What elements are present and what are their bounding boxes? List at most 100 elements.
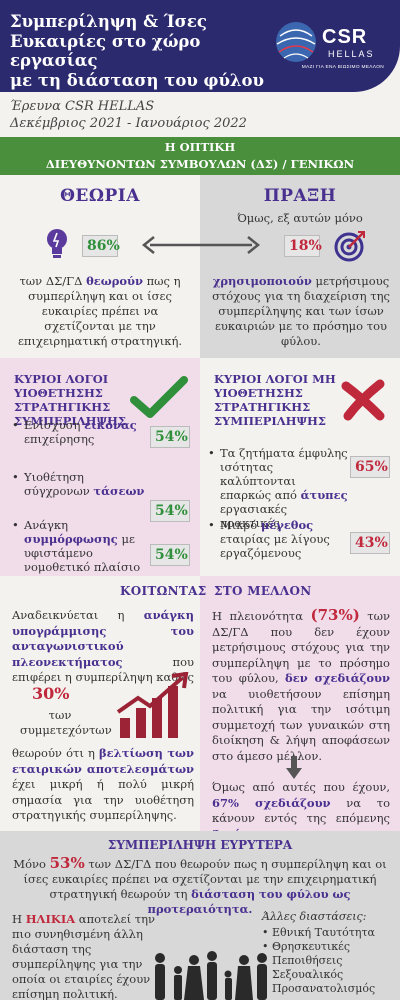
common-text2-post: έχει μικρή ή πολύ μικρή σημασία για την …	[12, 777, 194, 822]
practice-text: χρησιμοποιούν μετρήσιμους στόχους για τη…	[212, 274, 390, 349]
common-heading: ΚΟΙΤΩΝΤΑΣ	[120, 584, 207, 598]
common-text2-bold: βελτίωση των εταιρικών αποτελεσμάτων	[12, 746, 194, 776]
bullet: •	[12, 518, 19, 532]
list-item: • Ενίσχυση εικόνας επιχείρησης 54%	[12, 418, 198, 458]
common-panel	[0, 576, 200, 831]
future-text-post: να υιοθετήσουν επίσημη πολιτική για την …	[212, 686, 390, 763]
theory-text-bold: θεωρούν	[86, 274, 143, 288]
logo-text: CSR	[322, 26, 368, 48]
future-text2-pre: Όμως από αυτές που έχουν,	[212, 780, 390, 794]
age-text-post: αποτελεί την πιο συνηθισμένη άλλη διάστα…	[12, 912, 156, 1000]
age-text: Η ΗΛΙΚΙΑ αποτελεί την πιο συνηθισμένη άλ…	[12, 912, 168, 1000]
item-percent: 43%	[350, 532, 390, 554]
bullet: •	[12, 418, 19, 432]
item-text: Ενίσχυση εικόνας επιχείρησης	[24, 418, 148, 446]
item-text-pre: Τα ζητήματα έμφυλης ισότητας καλύπτονται…	[220, 446, 348, 502]
list-item: •Σεξουαλικός Προσανατολισμός	[262, 968, 398, 996]
item-text: Θρησκευτικές Πεποιθήσεις	[272, 940, 350, 967]
item-text-bold: εικόνας	[84, 418, 137, 432]
item-text: Εθνική Ταυτότητα	[272, 926, 375, 939]
wider-inclusion-text: Μόνο 53% των ΔΣ/ΓΔ που θεωρούν πως η συμ…	[10, 856, 390, 917]
reasons-not-heading: ΚΥΡΙΟΙ ΛΟΓΟΙ ΜΗ ΥΙΟΘΕΤΗΣΗΣ ΣΤΡΑΤΗΓΙΚΗΣ Σ…	[214, 372, 336, 428]
bullet: •	[208, 446, 215, 460]
item-text-bold: συμμόρφωσης	[24, 532, 118, 546]
future-text-pre: Η πλειονότητα	[212, 609, 311, 623]
practice-text-bold: χρησιμοποιούν	[212, 274, 312, 288]
list-item: • Ανάγκη συμμόρφωσης με υφιστάμενο νομοθ…	[12, 518, 198, 574]
other-dimensions-list: • Εθνική Ταυτότητα • Θρησκευτικές Πεποιθήσ…	[262, 926, 398, 996]
theory-text-pre: των ΔΣ/ΓΔ	[19, 274, 87, 288]
theory-panel	[0, 175, 200, 358]
wider-text-pre: Μόνο	[13, 857, 50, 871]
item-text: Ανάγκη συμμόρφωσης με υφιστάμενο νομοθετ…	[24, 518, 152, 574]
bullet: •	[12, 470, 19, 484]
theory-text: των ΔΣ/ΓΔ θεωρούν πως η συμπερίληψη και …	[14, 274, 186, 349]
item-text-post: επιχείρησης	[24, 432, 95, 446]
survey-dates: Δεκέμβριος 2021 - Ιανουάριος 2022	[10, 116, 247, 131]
item-text-post: εργασιακές πρακτικές	[220, 502, 288, 530]
cross-icon	[341, 379, 385, 421]
page-title: Συμπερίληψη & Ίσες Ευκαιρίες στο χώρο ερ…	[10, 12, 272, 90]
future-panel	[200, 576, 400, 831]
future-text2: Όμως από αυτές που έχουν, 67% σχεδιάζουν…	[212, 780, 390, 842]
title-line: Συμπερίληψη & Ίσες	[10, 12, 207, 31]
common-text-bold: ανάγκη υπογράμμισης του ανταγωνιστικού π…	[12, 608, 194, 669]
section-band: Η ΟΠΤΙΚΗ ΔΙΕΥΘΥΝΟΝΤΩΝ ΣΥΜΒΟΥΛΩΝ (ΔΣ) / Γ…	[0, 137, 400, 188]
band-line: Η ΟΠΤΙΚΗ	[164, 140, 236, 154]
globe-icon	[276, 22, 316, 62]
growth-chart-icon	[116, 672, 189, 738]
logo-subtext: HELLAS	[328, 49, 375, 59]
item-text-post: εταιρίας με λίγους εργαζόμενους	[220, 532, 330, 560]
list-item: • Υιοθέτηση σύγχρονων τάσεων 54%	[12, 470, 198, 522]
people-silhouettes-icon	[155, 951, 267, 1000]
age-text-pre: Η	[12, 912, 26, 926]
double-arrow-icon	[142, 236, 260, 254]
list-item: • Τα ζητήματα έμφυλης ισότητας καλύπτοντ…	[208, 446, 394, 530]
bullet: •	[262, 940, 269, 953]
item-text-post: με υφιστάμενο νομοθετικό πλαίσιο	[24, 532, 141, 574]
future-text2-mid: να το κάνουν εντός της επόμενης	[212, 795, 390, 826]
common-text2: θεωρούν ότι η βελτίωση των εταιρικών απο…	[12, 746, 194, 824]
other-dimensions-heading: Άλλες διαστάσεις:	[262, 910, 367, 923]
item-text-bold: άτυπες	[300, 488, 348, 502]
theory-heading: ΘΕΩΡΙΑ	[60, 186, 140, 206]
item-text: Σεξουαλικός Προσανατολισμός	[272, 968, 376, 995]
item-percent: 65%	[350, 456, 390, 478]
wider-inclusion-heading: ΣΥΜΠΕΡΙΛΗΨΗ ΕΥΡΥΤΕΡΑ	[107, 838, 293, 852]
practice-intro: Όμως, εξ αυτών μόνο	[237, 211, 363, 225]
checkmark-icon	[130, 376, 188, 418]
item-percent: 54%	[150, 500, 190, 522]
item-text-pre: Ενίσχυση	[24, 418, 85, 432]
age-text-bold: ΗΛΙΚΙΑ	[25, 912, 76, 926]
logo-tagline: ΜΑΖΙ ΓΙΑ ΕΝΑ ΒΙΩΣΙΜΟ ΜΕΛΛΟΝ	[301, 65, 384, 70]
list-item: • Θρησκευτικές Πεποιθήσεις	[262, 940, 398, 968]
item-text: Τα ζητήματα έμφυλης ισότητας καλύπτονται…	[220, 446, 348, 530]
item-text-bold: μέγεθος	[260, 518, 314, 532]
future-text2-bold1: 67% σχεδιάζουν	[212, 795, 331, 810]
common-text-post: που επιφέρει η συμπερίληψη καθώς	[12, 654, 195, 685]
common-text: Αναδεικνύεται η ανάγκη υπογράμμισης του …	[12, 608, 194, 686]
csr-hellas-logo: CSR HELLAS ΜΑΖΙ ΓΙΑ ΕΝΑ ΒΙΩΣΙΜΟ ΜΕΛΛΟΝ	[272, 14, 384, 76]
target-icon	[334, 231, 365, 262]
common-text2-pre: θεωρούν ότι η	[12, 746, 100, 760]
list-item: • Εθνική Ταυτότητα	[262, 926, 398, 940]
practice-percent: 18%	[284, 235, 322, 257]
practice-panel	[200, 175, 400, 358]
future-text: Η πλειονότητα (73%) των ΔΣ/ΓΔ που δεν έχ…	[212, 606, 391, 764]
future-heading: ΣΤΟ ΜΕΛΛΟΝ	[214, 584, 312, 598]
bullet: •	[262, 926, 269, 939]
future-text-mid: των ΔΣ/ΓΔ που δεν έχουν μετρήσιμους στόχ…	[212, 609, 391, 685]
item-text: Υιοθέτηση σύγχρονων τάσεων	[24, 470, 148, 498]
title-line: με τη διάσταση του φύλου	[10, 70, 264, 90]
survey-info: Έρευνα CSR HELLAS Δεκέμβριος 2021 - Ιανο…	[10, 98, 250, 132]
theory-text-post: πως η συμπερίληψη και οι ίσες ευκαιρίες …	[17, 274, 183, 348]
future-text-bold: δεν σχεδιάζουν	[285, 671, 390, 685]
survey-title: Έρευνα CSR HELLAS	[10, 99, 155, 114]
future-percent: (73%)	[310, 606, 360, 624]
item-text-pre: Ανάγκη	[24, 518, 69, 532]
item-text-pre: Υιοθέτηση σύγχρονων	[24, 470, 94, 498]
practice-text-post: μετρήσιμους στόχους για τη διαχείριση τη…	[212, 274, 390, 348]
down-arrow-icon	[286, 756, 302, 779]
bullet: •	[208, 518, 215, 532]
common-percent: 30%	[32, 684, 70, 703]
